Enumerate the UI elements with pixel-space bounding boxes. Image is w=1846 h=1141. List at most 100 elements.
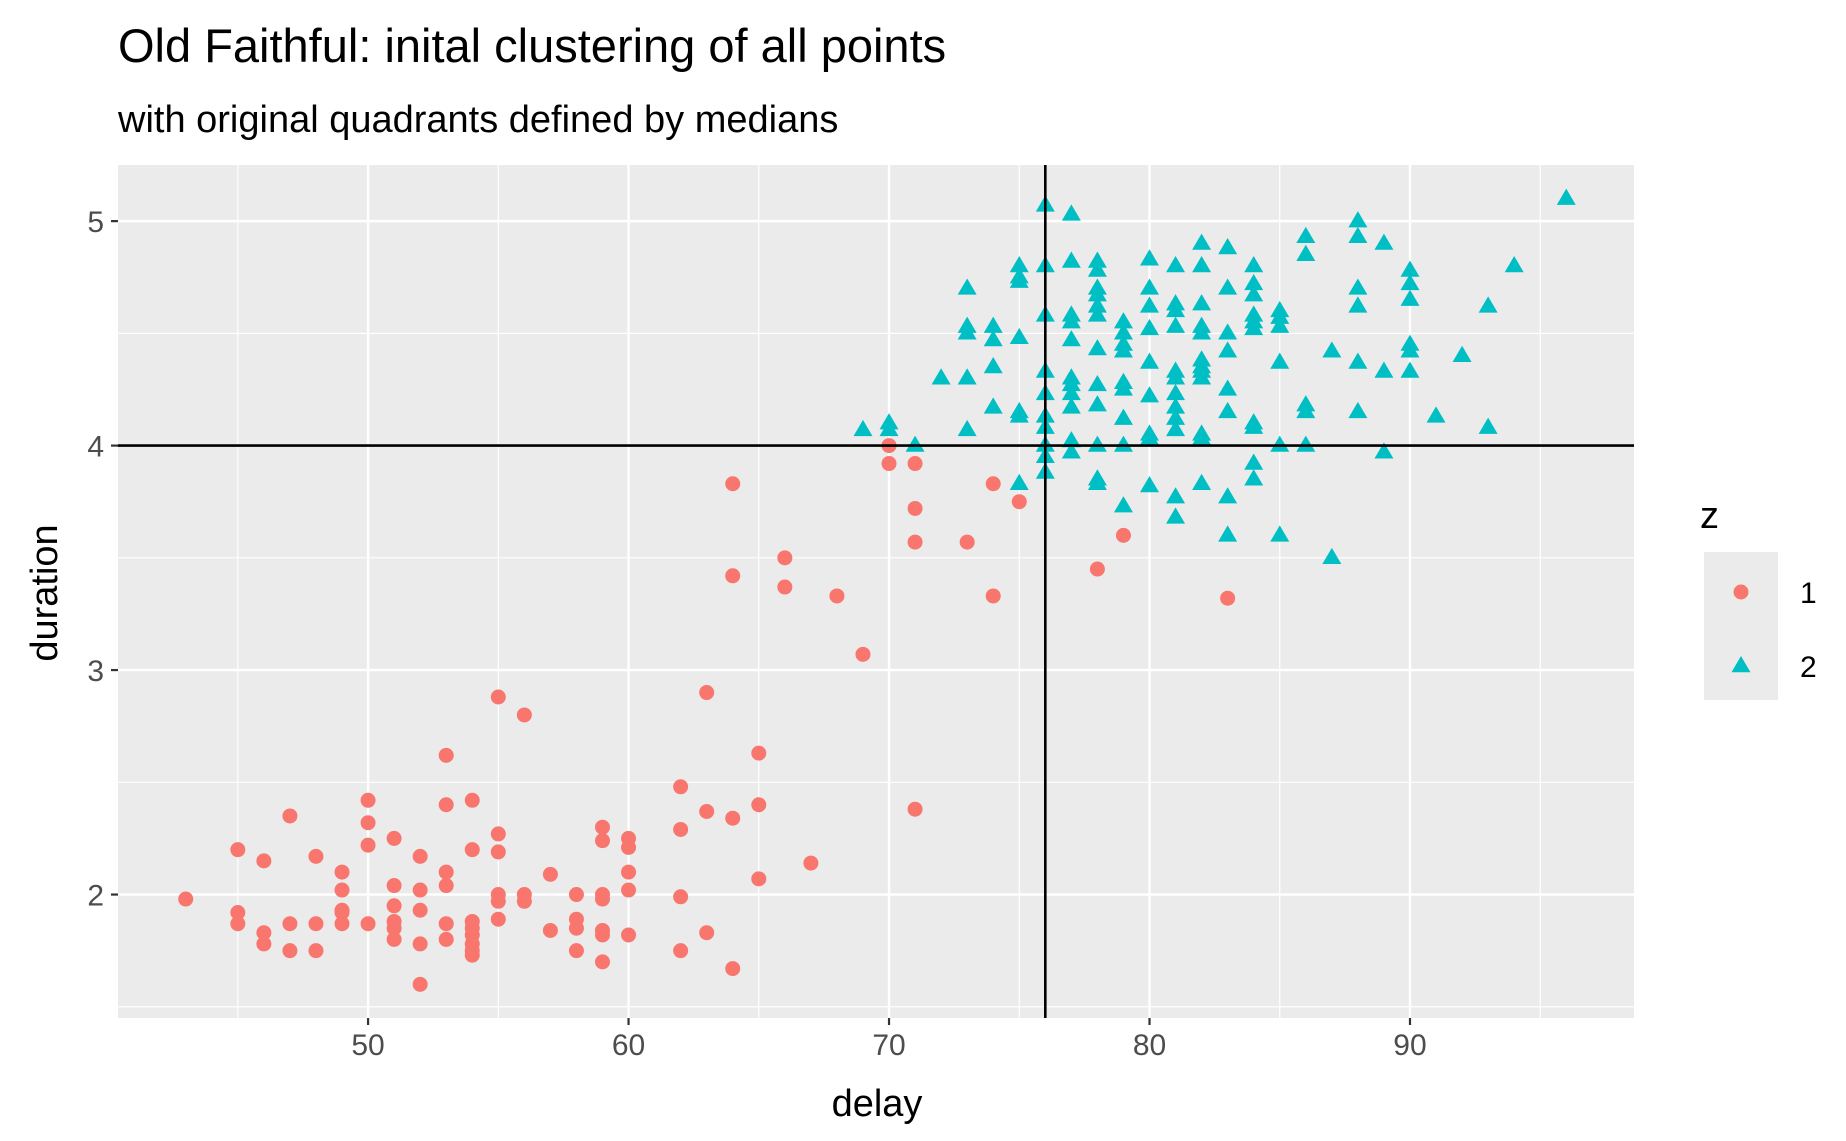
series-2-point bbox=[983, 357, 1003, 374]
series-2-point bbox=[1218, 379, 1238, 396]
series-2-point bbox=[1140, 428, 1160, 446]
series-2-point bbox=[1061, 204, 1081, 221]
series-2-point bbox=[1113, 496, 1133, 513]
series-2-point bbox=[1296, 401, 1316, 419]
series-2-point bbox=[1009, 256, 1029, 273]
series-1-point bbox=[438, 747, 454, 763]
series-2-point bbox=[1087, 260, 1107, 277]
series-1-point bbox=[490, 826, 506, 842]
series-1-point bbox=[360, 792, 376, 808]
panel-background bbox=[118, 165, 1634, 1018]
series-2-point bbox=[1061, 330, 1081, 347]
series-1-point bbox=[490, 844, 506, 860]
series-1-point bbox=[516, 707, 532, 723]
series-2-point bbox=[1374, 233, 1394, 250]
series-1-point bbox=[594, 927, 610, 943]
series-2-point bbox=[1166, 256, 1186, 273]
series-2-point bbox=[1478, 296, 1498, 313]
series-2-point bbox=[1140, 386, 1160, 403]
series-2-point bbox=[1061, 442, 1081, 459]
series-1-point bbox=[542, 922, 558, 938]
series-1-point bbox=[308, 848, 324, 864]
series-1-point bbox=[438, 878, 454, 894]
series-1-point bbox=[803, 855, 819, 871]
series-1-point bbox=[568, 943, 584, 959]
series-1-point bbox=[360, 837, 376, 853]
series-2-point bbox=[1009, 327, 1029, 345]
series-2-point bbox=[957, 278, 977, 295]
series-1-point bbox=[412, 848, 428, 864]
series-2-point bbox=[1113, 312, 1133, 329]
x-axis-title: delay bbox=[832, 1083, 923, 1125]
series-1-point bbox=[1011, 494, 1027, 510]
y-axis-title: duration bbox=[24, 524, 66, 661]
series-2-point bbox=[1218, 238, 1238, 255]
series-1-point bbox=[725, 961, 741, 977]
series-2-point bbox=[1087, 339, 1107, 356]
series-2-point bbox=[1452, 345, 1472, 363]
series-1-point bbox=[282, 943, 298, 959]
series-2-point bbox=[1218, 323, 1238, 340]
series-2-point bbox=[1087, 473, 1107, 490]
series-2-point bbox=[1218, 525, 1238, 542]
series-2-point bbox=[1087, 395, 1107, 412]
legend-key-background bbox=[1704, 552, 1778, 700]
series-1-point bbox=[621, 882, 637, 898]
series-2-point bbox=[1113, 379, 1133, 396]
series-2-point bbox=[1244, 256, 1264, 273]
series-2-point bbox=[1061, 383, 1081, 401]
series-2-point bbox=[1192, 323, 1212, 340]
series-1-point bbox=[412, 882, 428, 898]
legend-keys bbox=[1731, 584, 1751, 673]
series-2-point bbox=[1061, 374, 1081, 392]
series-2-point bbox=[1009, 406, 1029, 423]
series-1-point bbox=[438, 931, 454, 947]
median-reference-lines bbox=[118, 165, 1634, 1018]
series-1-point bbox=[334, 882, 350, 898]
series-1-point bbox=[725, 810, 741, 826]
series-1-point bbox=[777, 579, 793, 595]
series-2-point bbox=[1087, 285, 1107, 302]
series-2-point bbox=[1192, 233, 1212, 250]
series-2-point bbox=[1270, 525, 1290, 542]
series-2-point bbox=[1140, 475, 1160, 493]
series-2-point bbox=[1270, 316, 1290, 333]
x-tick-label: 60 bbox=[612, 1029, 645, 1062]
series-1-point bbox=[282, 808, 298, 824]
series-2-point bbox=[1270, 352, 1290, 369]
series-1-point bbox=[621, 839, 637, 855]
series-2-point bbox=[1244, 469, 1264, 486]
series-1-point bbox=[386, 830, 402, 846]
series-1-point bbox=[881, 456, 897, 472]
series-1-point bbox=[464, 842, 480, 858]
series-2-point bbox=[1348, 211, 1368, 228]
series-2-point bbox=[1400, 273, 1420, 291]
series-1-point bbox=[1115, 527, 1131, 543]
series-2-point bbox=[1322, 547, 1342, 565]
y-tick-label: 4 bbox=[87, 431, 104, 464]
series-2-point bbox=[1556, 188, 1576, 205]
series-1-point bbox=[464, 792, 480, 808]
series-1-point bbox=[230, 842, 246, 858]
series-2-point bbox=[1192, 473, 1212, 490]
x-tick-label: 70 bbox=[872, 1029, 905, 1062]
series-1-point bbox=[907, 500, 923, 516]
series-1-point bbox=[230, 904, 246, 920]
series-1-point bbox=[438, 797, 454, 813]
series-2-point bbox=[853, 419, 873, 437]
series-1-point bbox=[907, 456, 923, 472]
series-2-point bbox=[983, 330, 1003, 347]
series-1-point bbox=[1089, 561, 1105, 577]
series-1-point bbox=[464, 947, 480, 963]
chart-title: Old Faithful: inital clustering of all p… bbox=[118, 19, 946, 72]
y-tick-label: 3 bbox=[87, 655, 104, 688]
series-1-point bbox=[855, 646, 871, 662]
series-1-point bbox=[282, 916, 298, 932]
series-2-point bbox=[1192, 256, 1212, 273]
chart-subtitle: with original quadrants defined by media… bbox=[117, 99, 838, 141]
legend-title: z bbox=[1700, 495, 1719, 537]
series-2-point bbox=[1113, 323, 1133, 340]
series-2-point bbox=[1113, 341, 1133, 358]
series-1-point bbox=[490, 911, 506, 927]
series-2-point bbox=[1504, 256, 1524, 273]
